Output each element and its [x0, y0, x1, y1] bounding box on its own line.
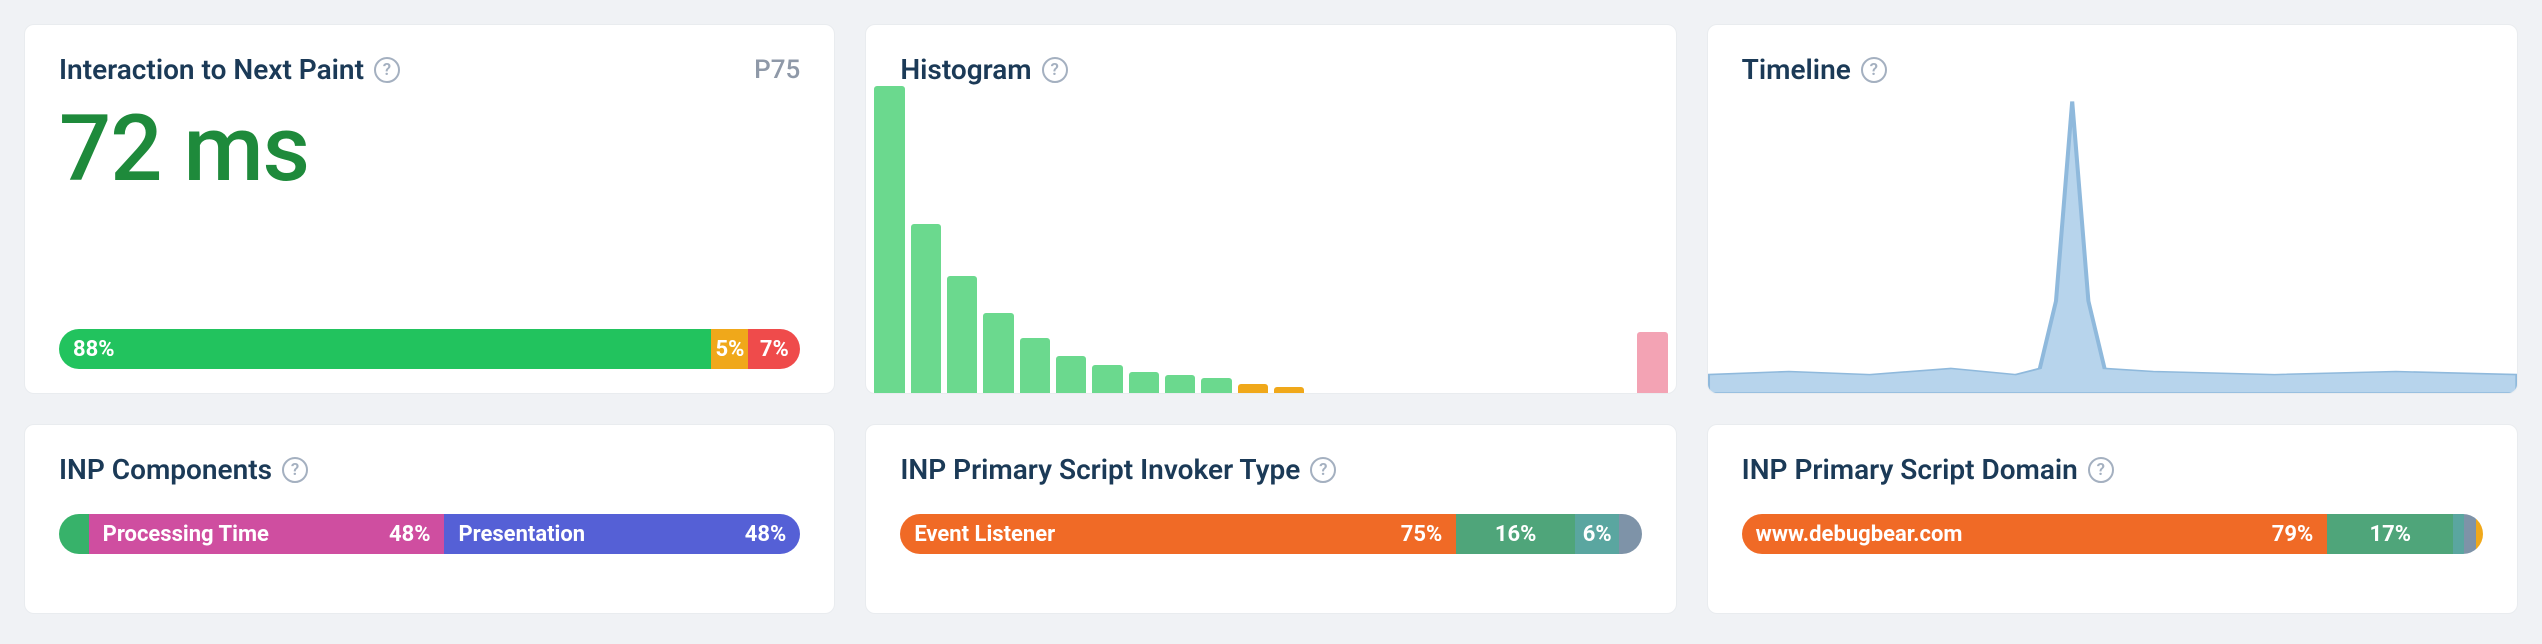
- bar-segment: Presentation48%: [444, 514, 800, 554]
- bar-segment: Event Listener75%: [900, 514, 1456, 554]
- histogram-bar: [1637, 332, 1667, 393]
- inp-invoker-header: INP Primary Script Invoker Type ?: [900, 453, 1641, 486]
- histogram-bar: [1020, 338, 1050, 393]
- bar-segment: 6%: [1575, 514, 1619, 554]
- bar-segment: [1619, 514, 1641, 554]
- histogram-card: Histogram ?: [865, 24, 1676, 394]
- histogram-bar: [1165, 375, 1195, 393]
- inp-domain-bar: www.debugbear.com79%17%: [1742, 514, 2483, 554]
- bar-segment: 16%: [1456, 514, 1575, 554]
- bar-segment: [2464, 514, 2475, 554]
- histogram-bar: [1092, 365, 1122, 393]
- inp-domain-header: INP Primary Script Domain ?: [1742, 453, 2483, 486]
- bar-segment: www.debugbear.com79%: [1742, 514, 2328, 554]
- distribution-segment: 88%: [59, 329, 711, 369]
- timeline-chart: [1708, 86, 2517, 393]
- bar-segment: [2476, 514, 2483, 554]
- inp-components-card: INP Components ? Processing Time48%Prese…: [24, 424, 835, 614]
- timeline-card-header: Timeline ?: [1708, 53, 2517, 86]
- histogram-bar: [1056, 356, 1086, 393]
- inp-card-title: Interaction to Next Paint: [59, 53, 364, 86]
- bar-segment: [2453, 514, 2464, 554]
- inp-distribution-bar: 88%5%7%: [59, 329, 800, 369]
- inp-components-bar: Processing Time48%Presentation48%: [59, 514, 800, 554]
- timeline-card-title: Timeline: [1742, 53, 1851, 86]
- histogram-bar: [983, 313, 1013, 393]
- histogram-card-header: Histogram ?: [866, 53, 1675, 86]
- inp-invoker-bar: Event Listener75%16%6%: [900, 514, 1641, 554]
- inp-domain-title: INP Primary Script Domain: [1742, 453, 2078, 486]
- histogram-bar: [1274, 387, 1304, 393]
- inp-invoker-card: INP Primary Script Invoker Type ? Event …: [865, 424, 1676, 614]
- dashboard-grid: Interaction to Next Paint ? P75 72 ms 88…: [0, 0, 2542, 644]
- inp-card: Interaction to Next Paint ? P75 72 ms 88…: [24, 24, 835, 394]
- percentile-label: P75: [754, 55, 800, 85]
- histogram-bar: [874, 86, 904, 393]
- histogram-bar: [911, 224, 941, 393]
- bar-segment: Processing Time48%: [89, 514, 445, 554]
- histogram-bar: [1201, 378, 1231, 393]
- help-icon[interactable]: ?: [1861, 57, 1887, 83]
- help-icon[interactable]: ?: [1042, 57, 1068, 83]
- inp-value: 72 ms: [59, 102, 800, 199]
- help-icon[interactable]: ?: [1310, 457, 1336, 483]
- timeline-area: [1708, 101, 2517, 393]
- help-icon[interactable]: ?: [2088, 457, 2114, 483]
- bar-segment: [59, 514, 89, 554]
- histogram-bar: [1238, 384, 1268, 393]
- inp-domain-card: INP Primary Script Domain ? www.debugbea…: [1707, 424, 2518, 614]
- bar-segment: 17%: [2327, 514, 2453, 554]
- timeline-card: Timeline ?: [1707, 24, 2518, 394]
- inp-components-header: INP Components ?: [59, 453, 800, 486]
- help-icon[interactable]: ?: [374, 57, 400, 83]
- distribution-segment: 7%: [748, 329, 800, 369]
- histogram-bar: [1129, 372, 1159, 393]
- inp-components-title: INP Components: [59, 453, 272, 486]
- help-icon[interactable]: ?: [282, 457, 308, 483]
- histogram-bar: [947, 276, 977, 393]
- histogram-chart: [866, 86, 1675, 393]
- distribution-segment: 5%: [711, 329, 748, 369]
- inp-invoker-title: INP Primary Script Invoker Type: [900, 453, 1300, 486]
- inp-card-header: Interaction to Next Paint ? P75: [59, 53, 800, 86]
- histogram-card-title: Histogram: [900, 53, 1031, 86]
